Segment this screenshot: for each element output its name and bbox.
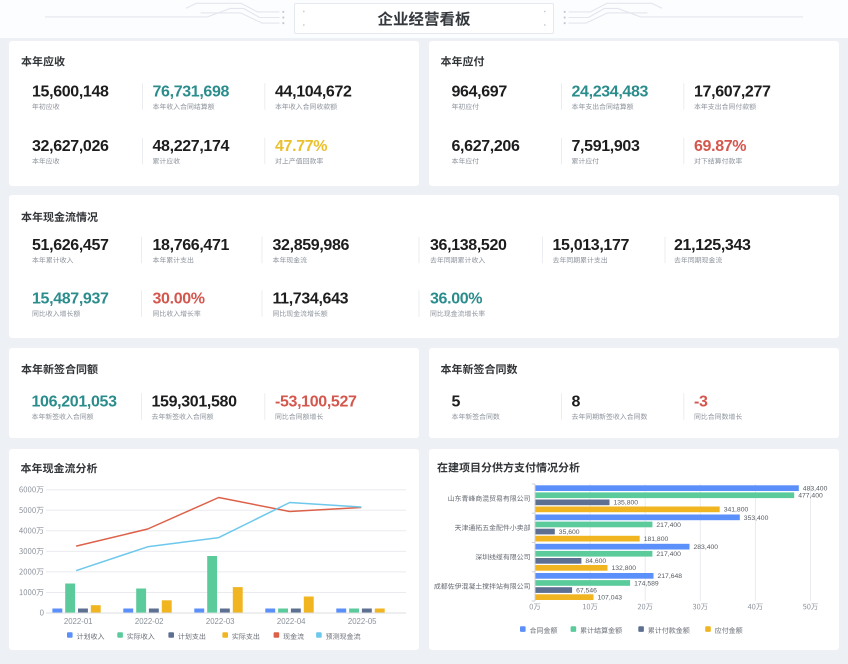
svg-text:217,648: 217,648 bbox=[658, 573, 683, 580]
svg-text:217,400: 217,400 bbox=[656, 522, 681, 529]
svg-text:15,600,148: 15,600,148 bbox=[32, 84, 109, 101]
svg-text:15,487,937: 15,487,937 bbox=[32, 291, 109, 308]
svg-text:76,731,698: 76,731,698 bbox=[153, 84, 230, 101]
svg-text:7,591,903: 7,591,903 bbox=[572, 138, 640, 155]
svg-text:21,125,343: 21,125,343 bbox=[674, 237, 751, 254]
svg-text:44,104,672: 44,104,672 bbox=[275, 84, 352, 101]
svg-text:106,201,053: 106,201,053 bbox=[32, 394, 118, 411]
svg-text:-53,100,527: -53,100,527 bbox=[275, 394, 357, 411]
svg-text:217,400: 217,400 bbox=[656, 551, 681, 558]
svg-text:135,800: 135,800 bbox=[614, 500, 639, 507]
svg-text:107,043: 107,043 bbox=[598, 595, 623, 602]
svg-text:159,301,580: 159,301,580 bbox=[152, 394, 238, 411]
svg-text:11,734,643: 11,734,643 bbox=[273, 291, 349, 308]
svg-text:-3: -3 bbox=[694, 394, 708, 411]
svg-text:353,400: 353,400 bbox=[744, 515, 769, 522]
svg-text:477,400: 477,400 bbox=[798, 493, 823, 500]
svg-text:67,546: 67,546 bbox=[576, 587, 597, 594]
svg-text:2022-05: 2022-05 bbox=[348, 617, 377, 626]
svg-text:24,234,483: 24,234,483 bbox=[572, 84, 649, 101]
svg-text:2022-03: 2022-03 bbox=[206, 617, 235, 626]
svg-text:2022-04: 2022-04 bbox=[277, 617, 306, 626]
svg-text:35,600: 35,600 bbox=[559, 529, 580, 536]
svg-text:174,589: 174,589 bbox=[634, 580, 659, 587]
svg-text:8: 8 bbox=[572, 394, 581, 411]
svg-text:32,627,026: 32,627,026 bbox=[32, 138, 109, 155]
svg-text:15,013,177: 15,013,177 bbox=[553, 237, 630, 254]
svg-text:964,697: 964,697 bbox=[452, 84, 508, 101]
svg-text:18,766,471: 18,766,471 bbox=[153, 237, 230, 254]
svg-text:30.00%: 30.00% bbox=[153, 291, 205, 308]
svg-text:17,607,277: 17,607,277 bbox=[694, 84, 771, 101]
svg-text:84,600: 84,600 bbox=[585, 558, 606, 565]
svg-text:283,400: 283,400 bbox=[694, 544, 719, 551]
svg-text:132,800: 132,800 bbox=[612, 565, 637, 572]
svg-text:5: 5 bbox=[452, 394, 461, 411]
svg-text:36.00%: 36.00% bbox=[430, 291, 482, 308]
svg-text:0: 0 bbox=[40, 609, 45, 618]
svg-text:69.87%: 69.87% bbox=[694, 138, 746, 155]
svg-text:32,859,986: 32,859,986 bbox=[273, 237, 350, 254]
svg-text:47.77%: 47.77% bbox=[275, 138, 327, 155]
svg-text:6,627,206: 6,627,206 bbox=[452, 138, 520, 155]
svg-text:51,626,457: 51,626,457 bbox=[32, 237, 109, 254]
svg-text:48,227,174: 48,227,174 bbox=[153, 138, 230, 155]
svg-text:36,138,520: 36,138,520 bbox=[430, 237, 507, 254]
svg-text:181,800: 181,800 bbox=[644, 536, 669, 543]
svg-text:2022-01: 2022-01 bbox=[64, 617, 93, 626]
svg-text:483,400: 483,400 bbox=[803, 486, 828, 493]
svg-text:2022-02: 2022-02 bbox=[135, 617, 164, 626]
svg-text:341,800: 341,800 bbox=[724, 507, 749, 514]
